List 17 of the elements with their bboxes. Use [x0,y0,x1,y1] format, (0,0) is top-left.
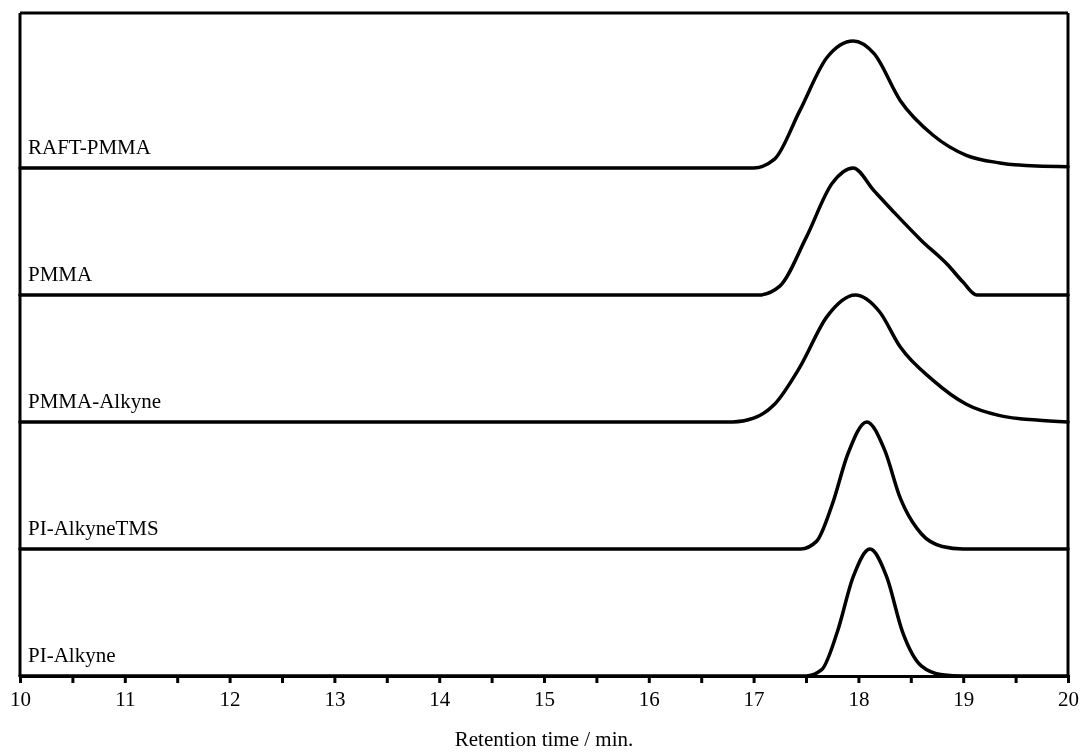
x-tick-label: 15 [534,686,555,711]
x-tick-label: 20 [1058,686,1079,711]
x-tick-label: 12 [219,686,241,711]
x-tick-label: 18 [848,686,870,711]
x-tick-label: 19 [953,686,975,711]
series-label: PMMA-Alkyne [28,389,162,413]
x-tick-label: 13 [324,686,346,711]
series-label: RAFT-PMMA [28,135,152,159]
x-tick-label: 16 [638,686,660,711]
series-label: PI-Alkyne [28,643,116,667]
x-tick-label: 17 [743,686,765,711]
x-tick-label: 11 [115,686,136,711]
x-tick-label: 14 [429,686,451,711]
series-label: PI-AlkyneTMS [28,516,159,540]
x-tick-label: 10 [10,686,31,711]
series-label: PMMA [28,262,94,286]
x-axis-title: Retention time / min. [454,727,634,751]
